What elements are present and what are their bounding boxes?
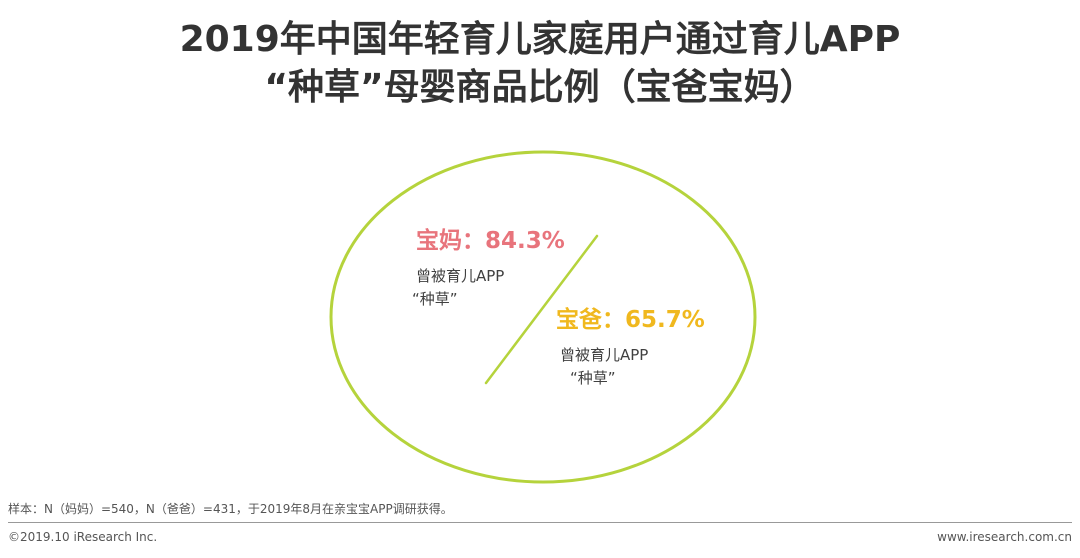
copyright-text: ©2019.10 iResearch Inc. — [8, 530, 158, 544]
sample-footnote: 样本：N（妈妈）=540，N（爸爸）=431，于2019年8月在亲宝宝APP调研… — [8, 502, 453, 516]
website-url: www.iresearch.com.cn — [937, 530, 1072, 544]
mom-percentage-label: 宝妈：84.3% — [416, 228, 565, 254]
dad-caption-line-1: 曾被育儿APP — [560, 346, 649, 364]
title-line-1: 2019年中国年轻育儿家庭用户通过育儿APP — [179, 19, 901, 60]
title-line-2: “种草”母婴商品比例（宝爸宝妈） — [264, 67, 816, 108]
footer-divider — [8, 522, 1072, 523]
diagonal-divider — [484, 234, 599, 385]
mom-caption-line-1: 曾被育儿APP — [416, 267, 505, 285]
oval-outline — [329, 150, 757, 484]
mom-caption-line-2: “种草” — [412, 290, 458, 308]
dad-percentage-label: 宝爸：65.7% — [556, 307, 705, 333]
dad-caption-line-2: “种草” — [570, 369, 616, 387]
